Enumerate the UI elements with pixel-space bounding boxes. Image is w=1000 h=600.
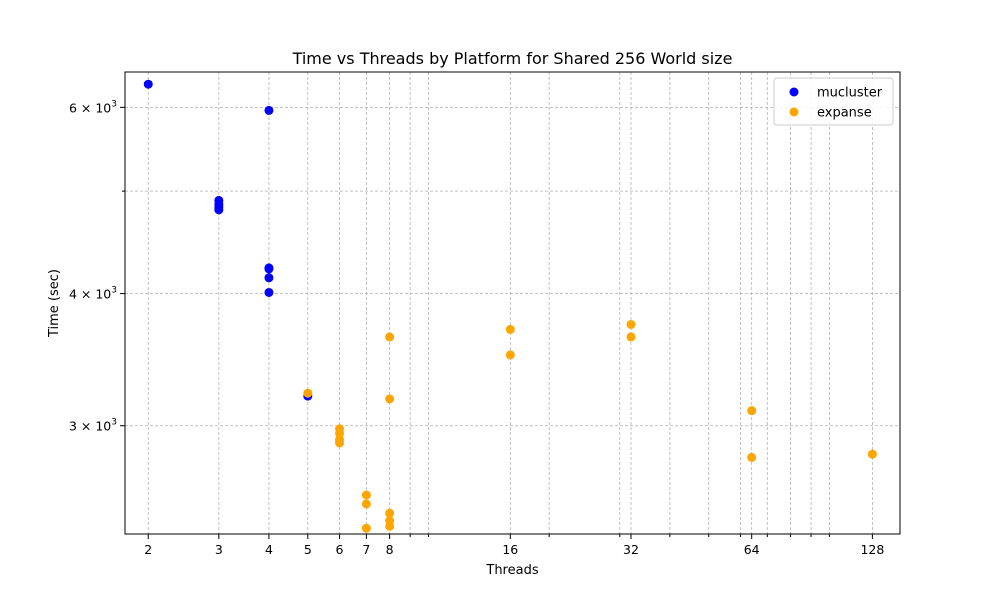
legend-label-expanse: expanse (817, 106, 872, 121)
data-point-expanse (505, 350, 515, 360)
data-point-expanse (335, 428, 345, 438)
data-point-expanse (626, 319, 636, 329)
data-point-expanse (361, 499, 371, 509)
data-point-expanse (385, 508, 395, 518)
data-point-expanse (626, 332, 636, 342)
y-tick-label: 4 × 103 (69, 286, 117, 302)
x-axis-label: Threads (485, 563, 538, 578)
legend-label-mucluster: mucluster (817, 86, 883, 101)
x-tick-label: 6 (336, 542, 344, 557)
data-point-expanse (867, 449, 877, 459)
data-point-mucluster (264, 264, 274, 274)
data-point-expanse (385, 332, 395, 342)
data-point-mucluster (214, 205, 224, 215)
x-tick-label: 7 (362, 542, 370, 557)
x-tick-label: 5 (304, 542, 312, 557)
y-axis-label: Time (sec) (47, 269, 62, 338)
data-point-expanse (335, 438, 345, 448)
x-tick-label: 8 (386, 542, 394, 557)
data-point-expanse (303, 388, 313, 398)
legend-marker-expanse (789, 107, 799, 117)
data-point-expanse (361, 490, 371, 500)
data-point-expanse (385, 394, 395, 404)
axis-ticks: 2 3 4 5 6 7 8 16 32 64 128 3 × 103 4 × 103 6 × 103 (69, 99, 884, 557)
x-tick-label: 2 (144, 542, 152, 557)
x-tick-label: 3 (215, 542, 223, 557)
x-tick-label: 4 (265, 542, 273, 557)
data-points (143, 79, 877, 533)
x-tick-label: 16 (502, 542, 518, 557)
data-point-expanse (361, 523, 371, 533)
data-point-mucluster (143, 79, 153, 89)
plot-frame (124, 71, 901, 535)
data-point-expanse (747, 406, 757, 416)
y-tick-label: 3 × 103 (69, 418, 117, 434)
x-tick-label: 128 (860, 542, 884, 557)
data-point-expanse (385, 521, 395, 531)
data-point-expanse (505, 324, 515, 334)
data-point-mucluster (264, 105, 274, 115)
legend-box (773, 77, 894, 126)
data-point-mucluster (264, 287, 274, 297)
y-tick-label: 6 × 103 (69, 99, 117, 115)
x-tick-label: 64 (744, 542, 760, 557)
data-point-mucluster (264, 273, 274, 283)
x-tick-label: 32 (623, 542, 639, 557)
legend: mucluster expanse (773, 77, 894, 126)
data-point-expanse (747, 452, 757, 462)
chart-title: Time vs Threads by Platform for Shared 2… (292, 49, 733, 68)
legend-marker-mucluster (789, 87, 799, 97)
